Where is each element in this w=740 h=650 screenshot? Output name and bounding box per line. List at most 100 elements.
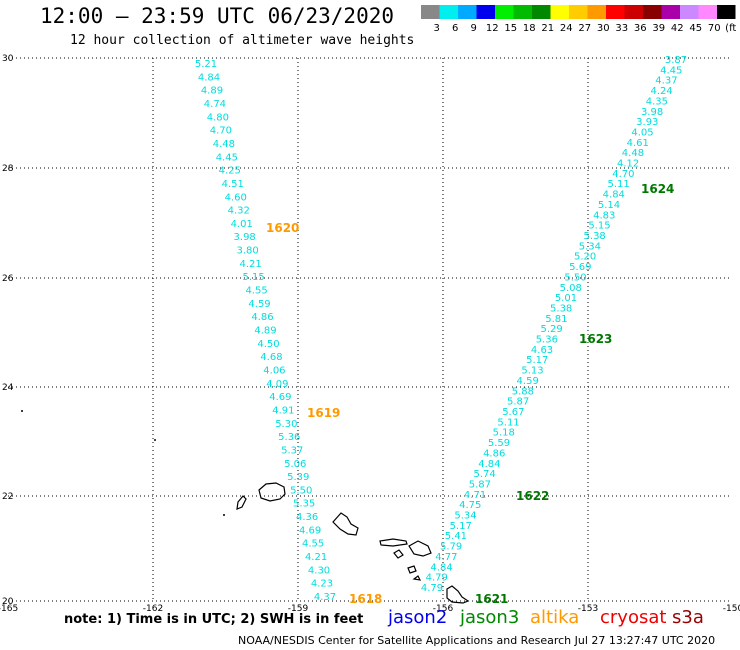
island-hawaii bbox=[446, 585, 470, 604]
swh-value: 4.75 bbox=[459, 500, 481, 511]
swh-value: 5.01 bbox=[555, 293, 577, 304]
swh-value: 4.06 bbox=[263, 365, 285, 376]
satellite-name: jason3 bbox=[460, 607, 520, 628]
swh-value: 4.83 bbox=[593, 210, 615, 221]
swh-value: 4.70 bbox=[612, 169, 634, 180]
lon-tick-label: -153 bbox=[578, 604, 598, 614]
swh-value: 4.70 bbox=[210, 126, 232, 137]
swh-value: 4.80 bbox=[207, 112, 229, 123]
lon-tick-label: -162 bbox=[143, 604, 163, 614]
time-label: 1624 bbox=[641, 182, 674, 196]
swh-value: 5.21 bbox=[195, 59, 217, 70]
swh-value: 4.05 bbox=[631, 127, 653, 138]
swh-value: 5.79 bbox=[440, 542, 462, 553]
swh-value: 4.59 bbox=[517, 376, 539, 387]
swh-value: 5.59 bbox=[488, 438, 510, 449]
legend-label: 3 bbox=[434, 23, 440, 34]
swh-value: 5.74 bbox=[473, 469, 495, 480]
swh-value: 5.36 bbox=[536, 335, 558, 346]
swh-value: 5.41 bbox=[445, 531, 467, 542]
swh-value: 4.59 bbox=[248, 299, 270, 310]
swh-value: 5.35 bbox=[293, 499, 315, 510]
legend-swatch bbox=[698, 5, 717, 19]
satellite-name: cryosat bbox=[600, 607, 667, 628]
swh-value: 4.61 bbox=[627, 138, 649, 149]
swh-value: 5.36 bbox=[278, 432, 300, 443]
swh-value: 4.51 bbox=[222, 179, 244, 190]
swh-value: 5.17 bbox=[450, 521, 472, 532]
legend-swatch bbox=[458, 5, 477, 19]
swh-value: 4.48 bbox=[213, 139, 235, 150]
satellite-name: jason2 bbox=[388, 607, 448, 628]
time-label: 1618 bbox=[349, 592, 382, 606]
swh-value: 4.21 bbox=[305, 552, 327, 563]
swh-value: 5.30 bbox=[275, 419, 297, 430]
legend-swatch bbox=[421, 5, 440, 19]
hawaii-coastline bbox=[236, 482, 470, 604]
swh-value: 3.98 bbox=[641, 107, 663, 118]
lon-tick-label: -165 bbox=[0, 604, 18, 614]
legend-swatch bbox=[717, 5, 736, 19]
swh-value: 4.23 bbox=[311, 579, 333, 590]
swh-value: 4.09 bbox=[266, 379, 288, 390]
swh-value: 5.11 bbox=[607, 179, 629, 190]
swh-value: 4.60 bbox=[225, 192, 247, 203]
time-labels: 1620 1619 1618 1624 1623 1622 1621 bbox=[266, 182, 674, 606]
legend-label: 21 bbox=[541, 23, 554, 34]
lon-tick-label: -156 bbox=[433, 604, 454, 614]
swh-value: 4.25 bbox=[219, 166, 241, 177]
lat-tick-label: 30 bbox=[2, 54, 14, 64]
legend-swatch bbox=[569, 5, 588, 19]
swh-value: 5.81 bbox=[545, 314, 567, 325]
swh-value: 5.08 bbox=[560, 283, 582, 294]
swh-value: 4.45 bbox=[216, 152, 238, 163]
swh-value: 4.37 bbox=[655, 76, 677, 87]
swh-value: 5.29 bbox=[540, 324, 562, 335]
swh-value: 3.80 bbox=[237, 246, 259, 257]
island-molokai bbox=[379, 538, 408, 547]
legend-label: 18 bbox=[523, 23, 536, 34]
chart-title: 12:00 – 23:59 UTC 06/23/2020 bbox=[40, 4, 395, 28]
swh-value: 5.20 bbox=[574, 252, 596, 263]
legend-swatch bbox=[439, 5, 458, 19]
swh-value: 4.36 bbox=[296, 512, 318, 523]
legend-label: 39 bbox=[652, 23, 665, 34]
lon-tick-label: -150 bbox=[723, 604, 740, 614]
swh-value: 5.39 bbox=[287, 472, 309, 483]
swh-value: 5.67 bbox=[502, 407, 524, 418]
time-label: 1621 bbox=[475, 592, 508, 606]
chart-subtitle: 12 hour collection of altimeter wave hei… bbox=[70, 33, 415, 48]
swh-value: 5.34 bbox=[454, 511, 476, 522]
legend-swatch bbox=[606, 5, 625, 19]
lat-lon-grid: 30 28 26 24 22 20-165 -162 -159 -156 -153 -150 bbox=[0, 54, 740, 614]
swh-value: 4.68 bbox=[260, 352, 282, 363]
island-maui bbox=[408, 540, 432, 557]
swh-value: 5.69 bbox=[569, 262, 591, 273]
swh-value: 4.69 bbox=[299, 525, 321, 536]
satellite-name: s3a bbox=[672, 607, 704, 628]
legend-swatch bbox=[661, 5, 680, 19]
time-label: 1619 bbox=[307, 406, 340, 420]
legend-label: 9 bbox=[471, 23, 477, 34]
time-label: 1622 bbox=[516, 489, 549, 503]
swh-value: 4.84 bbox=[603, 190, 625, 201]
swh-value: 3.93 bbox=[636, 117, 658, 128]
swh-value: 4.79 bbox=[426, 573, 448, 584]
satellite-name: altika bbox=[530, 607, 580, 628]
swh-value: 5.37 bbox=[281, 445, 303, 456]
legend-label: 33 bbox=[615, 23, 628, 34]
swh-value: 5.17 bbox=[526, 355, 548, 366]
legend-swatch bbox=[532, 5, 551, 19]
swh-value: 4.30 bbox=[308, 565, 330, 576]
swh-value: 4.45 bbox=[660, 65, 682, 76]
swh-value: 5.13 bbox=[521, 366, 543, 377]
swh-value: 4.71 bbox=[464, 490, 486, 501]
swh-value: 4.86 bbox=[483, 448, 505, 459]
swh-value: 4.86 bbox=[251, 312, 273, 323]
legend-swatch bbox=[495, 5, 514, 19]
swh-value: 5.38 bbox=[584, 231, 606, 242]
island-hawaii-tip bbox=[412, 575, 422, 581]
time-label: 1620 bbox=[266, 221, 299, 235]
legend-label: 70 bbox=[708, 23, 721, 34]
altimeter-tracks: 5.21 4.84 4.89 4.74 4.80 4.70 4.48 4.45 4.25 4.51… bbox=[195, 55, 687, 603]
